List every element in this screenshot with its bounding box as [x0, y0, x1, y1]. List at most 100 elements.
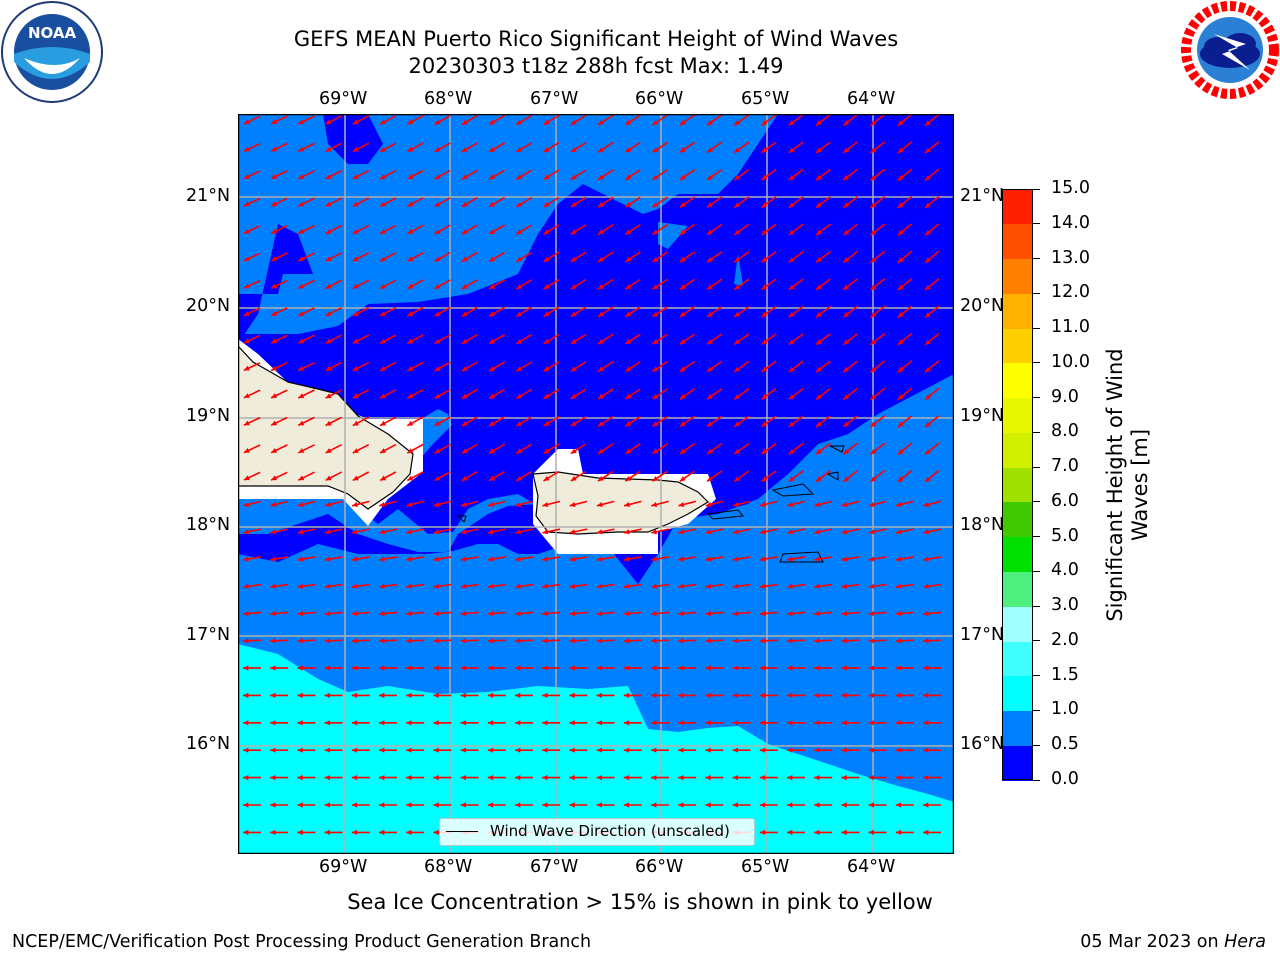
wind-arrow-head — [243, 365, 250, 371]
wind-arrow-head — [407, 201, 414, 207]
wind-arrow-head — [542, 502, 549, 507]
wind-arrow-head — [787, 638, 793, 644]
wind-arrow-head — [570, 311, 577, 317]
wind-arrow-head — [270, 692, 276, 698]
wind-arrow-head — [461, 366, 468, 372]
wind-arrow-head — [759, 829, 766, 835]
wind-arrow-head — [542, 556, 549, 562]
wind-arrow-head — [841, 747, 847, 753]
wind-arrow-head — [651, 583, 657, 589]
wind-arrow-head — [515, 529, 521, 535]
band-spot-b — [734, 254, 743, 286]
colorbar-swatch — [1002, 223, 1033, 260]
wind-arrow-head — [542, 720, 548, 726]
wind-arrow-head — [868, 502, 875, 507]
wind-arrow-head — [705, 502, 712, 507]
wind-arrow-head — [515, 502, 522, 507]
wind-arrow-head — [679, 229, 686, 235]
wind-arrow-head — [761, 202, 768, 208]
wind-arrow-head — [897, 312, 904, 318]
wind-arrow-head — [598, 147, 604, 153]
wind-arrow-head — [598, 174, 604, 180]
colorbar-tick-mark — [1033, 709, 1040, 711]
wind-arrow-head — [325, 475, 332, 481]
wind-arrow-head — [925, 120, 931, 126]
wind-arrow-head — [652, 284, 659, 290]
wind-arrow-head — [270, 529, 277, 535]
colorbar-swatch — [1002, 432, 1033, 468]
island-virgin-a — [771, 483, 815, 497]
wind-arrow-head — [407, 420, 414, 426]
wind-arrow-head — [814, 829, 820, 835]
wind-arrow-head — [243, 610, 249, 617]
wind-arrow-head — [298, 283, 305, 289]
wind-arrow-head — [243, 829, 249, 835]
wind-arrow-head — [870, 421, 877, 427]
colorbar-tick-mark — [1033, 779, 1040, 781]
wind-arrow-head — [623, 556, 630, 562]
wind-arrow-head — [787, 529, 793, 535]
wind-arrow-head — [814, 638, 820, 644]
wind-arrow-head — [434, 201, 441, 207]
wind-arrow-head — [489, 393, 495, 399]
wind-arrow-head — [787, 502, 794, 507]
wind-arrow-head — [351, 747, 358, 753]
wind-arrow-head — [352, 338, 359, 344]
wind-arrow-head — [897, 202, 904, 208]
wind-arrow-head — [705, 665, 711, 671]
wind-arrow-head — [895, 720, 902, 726]
wind-arrow-head — [623, 638, 630, 644]
wind-arrow-head — [271, 256, 278, 261]
wind-arrow-head — [569, 529, 576, 535]
wind-arrow-head — [596, 583, 603, 589]
wind-arrow-head — [434, 366, 441, 371]
wind-arrow-head — [652, 311, 659, 317]
wind-arrow-head — [460, 610, 467, 617]
wind-arrow-head — [679, 421, 686, 427]
wind-arrow-head — [734, 339, 741, 345]
wind-arrow-head — [732, 502, 739, 507]
colorbar-tick-mark — [1033, 570, 1040, 572]
wind-arrow-head — [407, 311, 414, 317]
wind-arrow-head — [596, 747, 602, 753]
map-frame — [238, 114, 954, 854]
wind-arrow-head — [516, 338, 523, 344]
wind-arrow-head — [434, 448, 441, 454]
colorbar-swatch — [1002, 710, 1033, 746]
wind-arrow-head — [379, 583, 385, 589]
wind-arrow-head — [596, 775, 602, 781]
lon-label-bottom-65w: 65°W — [741, 857, 790, 877]
wind-arrow-head — [925, 366, 931, 373]
wind-arrow-head — [841, 775, 847, 781]
wind-arrow-head — [515, 556, 521, 562]
colorbar-tick-label: 13.0 — [1051, 247, 1090, 268]
wind-arrow-head — [870, 284, 877, 290]
wind-arrow-head — [679, 448, 686, 454]
wind-arrow-head — [489, 174, 495, 180]
wind-arrow-head — [515, 775, 521, 781]
wind-arrow-head — [297, 638, 303, 644]
wind-arrow-head — [598, 338, 604, 345]
wind-arrow-head — [678, 556, 685, 562]
colorbar-swatch — [1002, 745, 1033, 781]
wind-arrow-head — [406, 610, 412, 617]
wind-arrow-head — [679, 147, 686, 153]
colorbar-swatch — [1002, 536, 1033, 572]
footer-branch: NCEP/EMC/Verification Post Processing Pr… — [12, 932, 592, 952]
wind-arrow-head — [352, 201, 359, 207]
wind-arrow-head — [461, 448, 468, 454]
wind-arrow-head — [816, 257, 822, 263]
wind-arrow-head — [297, 692, 303, 698]
wind-arrow-head — [325, 283, 332, 289]
wind-arrow-head — [923, 610, 929, 617]
wind-arrow-head — [814, 802, 820, 808]
wind-arrow-head — [788, 147, 795, 153]
wind-arrow-head — [516, 311, 523, 317]
wind-arrow-head — [925, 394, 931, 400]
lat-label-right-17n: 17°N — [960, 625, 1005, 645]
wind-arrow-head — [788, 448, 795, 455]
wind-arrow-head — [625, 147, 632, 153]
wind-arrow-head — [678, 529, 685, 535]
wind-arrow-head — [570, 393, 577, 399]
wind-arrow-head — [243, 119, 250, 124]
